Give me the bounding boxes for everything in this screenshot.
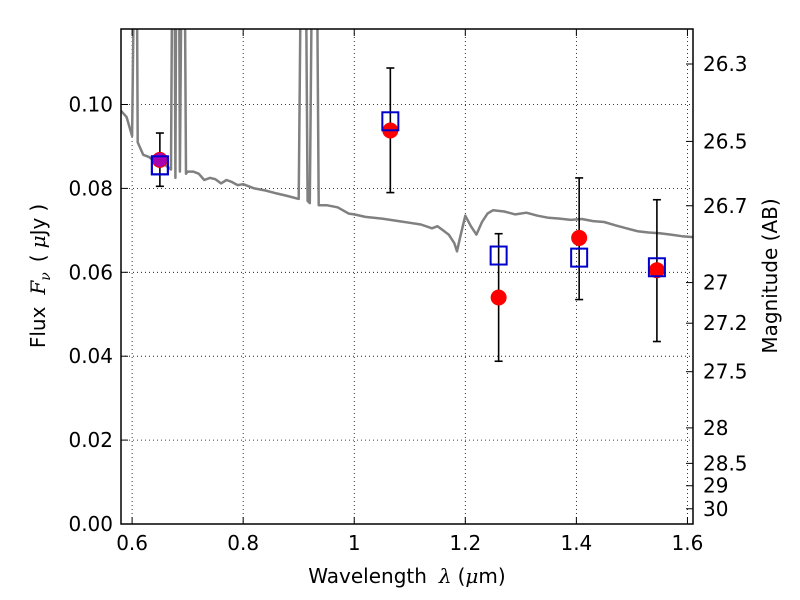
mag-tick-label: 27 <box>703 271 728 295</box>
y-axis-title: FluxFν(μJy) <box>26 204 54 348</box>
x-axis-title: Wavelength λ (μm) <box>308 564 505 588</box>
y-tick-label: 0.04 <box>68 344 113 368</box>
model-photometry-square <box>647 257 666 278</box>
x-tick-label: 1 <box>348 531 361 555</box>
plot-frame <box>120 28 694 525</box>
model-sed-line <box>121 29 693 253</box>
model-photometry-square <box>381 111 400 132</box>
x-tick-label: 1.4 <box>560 531 592 555</box>
y-tick-label: 0.06 <box>68 260 113 284</box>
plot-area <box>121 29 693 363</box>
mag-tick-label: 29 <box>703 474 728 498</box>
mag-tick-label: 30 <box>703 497 728 521</box>
x-tick-label: 0.6 <box>116 531 148 555</box>
model-photometry-square-overlap <box>150 155 169 176</box>
y2-axis-title: Magnitude (AB) <box>758 198 782 353</box>
overlap-point <box>152 152 167 167</box>
mag-tick-label: 27.5 <box>703 360 748 384</box>
mag-tick-label: 26.3 <box>703 52 748 76</box>
mag-tick-label: 26.7 <box>703 194 748 218</box>
observed-point <box>571 229 588 246</box>
model-photometry-square <box>489 245 508 266</box>
observed-point <box>648 262 665 279</box>
x-tick-label: 0.8 <box>227 531 259 555</box>
y-tick-label: 0.10 <box>68 93 113 117</box>
mag-tick-label: 26.5 <box>703 129 748 153</box>
axis-ticks: 0.6 0.8 1 1.2 1.4 1.6 0.00 0.02 0.04 0.06 0.08 0.10… <box>68 29 748 555</box>
x-tick-label: 1.6 <box>672 531 704 555</box>
mag-tick-label: 28 <box>703 416 728 440</box>
mag-tick-label: 28.5 <box>703 451 748 475</box>
mag-tick-label: 27.2 <box>703 311 748 335</box>
y-tick-label: 0.08 <box>68 176 113 200</box>
model-photometry-square <box>570 247 589 268</box>
y-tick-label: 0.00 <box>68 512 113 536</box>
y-tick-label: 0.02 <box>68 428 113 452</box>
plot-background <box>121 29 693 524</box>
x-tick-label: 1.2 <box>449 531 481 555</box>
observed-point <box>490 289 507 306</box>
